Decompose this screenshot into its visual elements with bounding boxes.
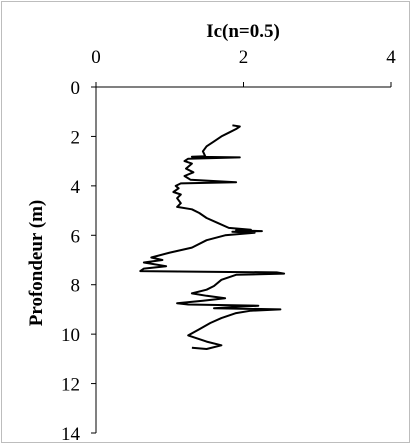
y-tick-label: 10 [61,325,80,346]
series-layer [139,124,286,350]
y-tick-label: 4 [71,177,81,198]
y-tick-label: 6 [71,226,81,247]
y-ticks: 0 2 4 6 8 10 12 14 [61,78,96,445]
series-line [139,124,286,350]
y-tick-label: 8 [71,276,81,297]
x-tick-label: 0 [91,47,101,68]
y-tick-label: 14 [61,424,81,445]
y-axis-label: Profondeur (m) [26,200,47,326]
y-tick-label: 2 [71,127,81,148]
x-tick-label: 2 [239,47,249,68]
x-ticks: 0 2 4 [91,47,396,87]
x-tick-label: 4 [386,47,396,68]
chart-title: Ic(n=0.5) [206,21,280,42]
y-tick-label: 12 [61,375,80,396]
y-tick-label: 0 [71,78,81,99]
